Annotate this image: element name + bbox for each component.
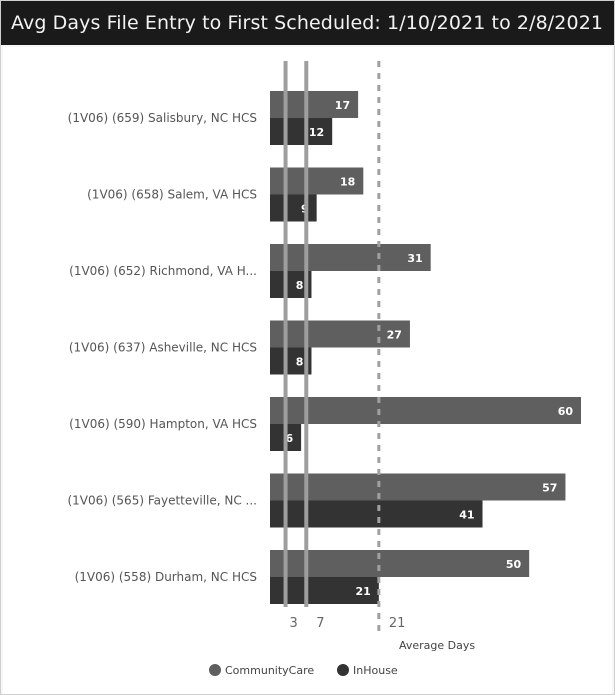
category-label: (1V06) (558) Durham, NC HCS xyxy=(75,570,257,584)
data-label: 60 xyxy=(558,405,574,418)
category-label: (1V06) (637) Asheville, NC HCS xyxy=(69,341,257,355)
data-label: 6 xyxy=(285,432,293,445)
chart-title: Avg Days File Entry to First Scheduled: … xyxy=(1,1,614,45)
data-label: 31 xyxy=(407,252,422,265)
bar-inhouse xyxy=(270,500,483,528)
legend-entry: CommunityCare xyxy=(225,664,314,677)
bar-communitycare xyxy=(270,473,566,501)
chart-area: (1V06) (659) Salisbury, NC HCS 17 12 (1V06)… xyxy=(3,47,612,694)
legend-marker xyxy=(209,664,221,676)
data-label: 8 xyxy=(296,356,304,369)
data-label: 18 xyxy=(340,176,355,189)
bar-inhouse xyxy=(270,577,379,604)
category-label: (1V06) (652) Richmond, VA H... xyxy=(69,264,257,278)
bar-inhouse xyxy=(270,194,317,222)
bar-communitycare xyxy=(270,550,530,577)
bar-communitycare xyxy=(270,320,410,348)
data-label: 27 xyxy=(387,329,402,342)
bar-communitycare xyxy=(270,244,431,271)
legend-entry: InHouse xyxy=(353,664,398,677)
reference-line-label: 21 xyxy=(389,616,406,631)
x-axis-label: Average Days xyxy=(399,639,475,652)
data-label: 50 xyxy=(506,558,522,571)
bar-communitycare xyxy=(270,397,581,424)
bar-inhouse xyxy=(270,118,333,145)
data-label: 8 xyxy=(296,279,304,292)
reference-line-label: 3 xyxy=(290,616,298,631)
data-label: 17 xyxy=(335,99,350,112)
category-label: (1V06) (565) Fayetteville, NC ... xyxy=(67,494,257,508)
category-label: (1V06) (590) Hampton, VA HCS xyxy=(69,417,257,431)
data-label: 21 xyxy=(356,585,371,598)
data-label: 12 xyxy=(309,126,324,139)
data-label: 41 xyxy=(459,509,474,522)
category-label: (1V06) (659) Salisbury, NC HCS xyxy=(68,111,257,125)
legend-marker xyxy=(337,664,349,676)
data-label: 57 xyxy=(542,482,557,495)
bar-chart: (1V06) (659) Salisbury, NC HCS 17 12 (1V06)… xyxy=(67,61,581,677)
category-label: (1V06) (658) Salem, VA HCS xyxy=(87,188,257,202)
reference-line-label: 7 xyxy=(316,616,324,631)
